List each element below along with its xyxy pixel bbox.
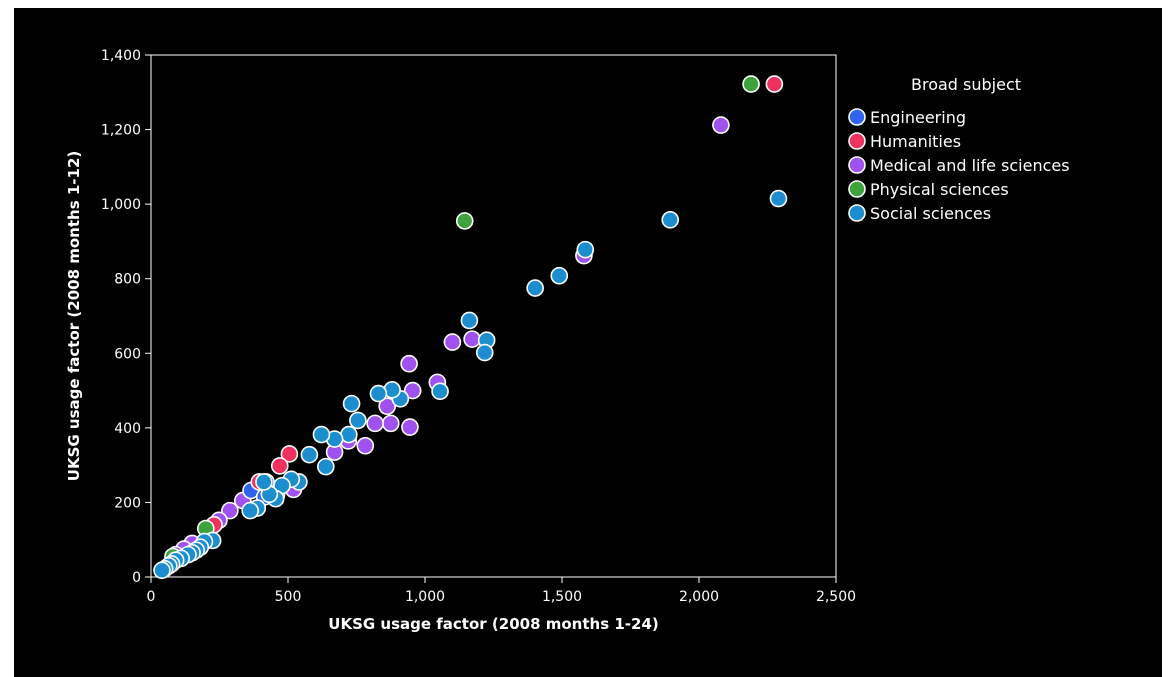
legend-label: Engineering [870, 108, 966, 127]
data-point-medical-and-life-sciences [366, 414, 384, 433]
data-point-humanities [765, 75, 784, 93]
x-tick-label: 2,000 [679, 589, 719, 605]
data-point-humanities [270, 457, 289, 475]
data-point-medical-and-life-sciences [400, 354, 418, 373]
data-point-social-sciences [255, 473, 273, 491]
legend-label: Medical and life sciences [870, 156, 1070, 175]
data-point-social-sciences [576, 240, 595, 259]
scatter-chart: 0 500 1,000 1,500 2,000 2,500 0 200 400 600 800 1,… [65, 48, 1070, 633]
x-tick-label: 0 [147, 589, 156, 605]
legend-marker [848, 156, 866, 174]
y-tick-label: 1,400 [101, 48, 141, 64]
data-point-social-sciences [475, 343, 494, 362]
data-point-medical-and-life-sciences [356, 436, 375, 455]
data-point-medical-and-life-sciences [378, 397, 396, 416]
y-axis: 0 200 400 600 800 1,000 1,200 1,400 [101, 48, 151, 586]
x-tick-label: 1,000 [405, 589, 445, 605]
data-point-social-sciences [550, 266, 569, 285]
data-point-medical-and-life-sciences [443, 333, 462, 351]
data-point-medical-and-life-sciences [712, 116, 730, 134]
data-point-social-sciences [431, 382, 449, 401]
y-tick-label: 0 [132, 570, 141, 586]
data-point-physical-sciences [455, 212, 474, 230]
y-tick-label: 1,200 [101, 123, 141, 139]
data-point-social-sciences [349, 411, 367, 430]
data-point-social-sciences [300, 445, 319, 464]
legend-label: Humanities [870, 132, 961, 151]
y-axis-title: UKSG usage factor (2008 months 1-12) [65, 151, 83, 481]
data-points [153, 75, 788, 580]
legend-marker [848, 132, 866, 150]
data-point-social-sciences [661, 211, 680, 229]
legend: Broad subject Engineering Humanities Medic… [848, 75, 1070, 223]
legend-label: Social sciences [870, 204, 991, 223]
x-axis: 0 500 1,000 1,500 2,000 2,500 [147, 577, 856, 605]
data-point-social-sciences [241, 501, 259, 520]
y-tick-label: 200 [114, 495, 141, 511]
data-point-social-sciences [312, 425, 331, 444]
x-axis-title: UKSG usage factor (2008 months 1-24) [328, 615, 658, 633]
data-point-medical-and-life-sciences [401, 418, 419, 436]
y-tick-label: 1,000 [101, 197, 141, 213]
legend-marker [848, 180, 866, 198]
data-point-medical-and-life-sciences [381, 414, 400, 433]
data-point-physical-sciences [742, 75, 760, 93]
legend-marker [848, 204, 866, 222]
data-point-humanities [280, 445, 299, 463]
legend-marker [848, 108, 866, 126]
data-point-social-sciences [526, 279, 544, 297]
data-point-social-sciences [153, 561, 171, 580]
chart-frame: 0 500 1,000 1,500 2,000 2,500 0 200 400 600 800 1,… [14, 8, 1162, 677]
legend-title: Broad subject [911, 75, 1021, 94]
x-tick-label: 1,500 [542, 589, 582, 605]
y-tick-label: 600 [114, 346, 141, 362]
data-point-social-sciences [317, 457, 335, 476]
x-tick-label: 2,500 [816, 589, 856, 605]
data-point-medical-and-life-sciences [463, 330, 481, 348]
data-point-social-sciences [342, 394, 361, 413]
x-tick-label: 500 [275, 589, 302, 605]
y-tick-label: 400 [114, 421, 141, 437]
data-point-social-sciences [769, 189, 788, 208]
data-point-social-sciences [369, 384, 388, 403]
data-point-medical-and-life-sciences [403, 381, 422, 400]
data-point-social-sciences [460, 311, 479, 330]
data-point-medical-and-life-sciences [221, 501, 239, 520]
y-tick-label: 800 [114, 272, 141, 288]
legend-label: Physical sciences [870, 180, 1009, 199]
